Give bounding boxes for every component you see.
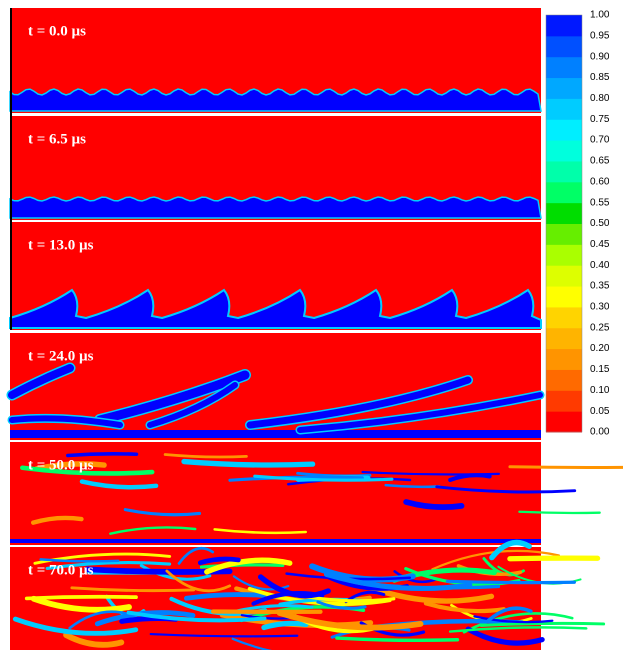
- field-streak: [447, 581, 574, 582]
- colorbar: 0.00 0.05 0.10 0.15 0.20 0.25 0.30 0.35 0.40 0.45…: [546, 10, 610, 438]
- panel: t = 24.0 µs: [10, 333, 541, 440]
- field-streak: [68, 454, 137, 456]
- time-label: t = 70.0 µs: [28, 562, 94, 578]
- colorbar-tick-label: 1.00: [590, 10, 610, 21]
- colorbar-band: [546, 78, 582, 99]
- colorbar-band: [546, 328, 582, 349]
- colorbar-tick-label: 0.20: [590, 343, 610, 354]
- field-streak: [510, 467, 623, 468]
- colorbar-band: [546, 57, 582, 78]
- colorbar-tick-label: 0.10: [590, 385, 610, 396]
- colorbar-band: [546, 224, 582, 245]
- colorbar-tick-label: 0.75: [590, 114, 610, 125]
- liquid-layer: [10, 430, 541, 438]
- colorbar-tick-label: 0.95: [590, 30, 610, 41]
- panel: t = 70.0 µs: [10, 542, 604, 650]
- colorbar-tick-label: 0.90: [590, 51, 610, 62]
- colorbar-band: [546, 182, 582, 203]
- panel: t = 13.0 µs: [10, 222, 541, 330]
- colorbar-tick-label: 0.70: [590, 135, 610, 146]
- colorbar-tick-label: 0.35: [590, 281, 610, 292]
- time-label: t = 13.0 µs: [28, 237, 94, 253]
- colorbar-band: [546, 203, 582, 224]
- colorbar-tick-label: 0.40: [590, 260, 610, 271]
- panel: t = 6.5 µs: [10, 116, 541, 220]
- colorbar-tick-label: 0.60: [590, 176, 610, 187]
- colorbar-tick-label: 0.80: [590, 93, 610, 104]
- time-label: t = 0.0 µs: [28, 23, 86, 39]
- field-streak: [27, 597, 136, 599]
- colorbar-band: [546, 244, 582, 265]
- panels: t = 0.0 µs t = 6.5 µs t = 13.0 µs t = 24.0 …: [10, 8, 623, 650]
- panel: t = 50.0 µs: [10, 442, 623, 545]
- colorbar-tick-label: 0.25: [590, 322, 610, 333]
- field-streak: [519, 512, 599, 513]
- colorbar-band: [546, 119, 582, 140]
- time-label: t = 50.0 µs: [28, 457, 94, 473]
- colorbar-tick-label: 0.55: [590, 197, 610, 208]
- colorbar-band: [546, 390, 582, 411]
- panel: t = 0.0 µs: [10, 8, 541, 113]
- colorbar-band: [546, 307, 582, 328]
- colorbar-band: [546, 349, 582, 370]
- colorbar-tick-label: 0.30: [590, 302, 610, 313]
- colorbar-band: [546, 265, 582, 286]
- colorbar-tick-label: 0.45: [590, 239, 610, 250]
- figure: t = 0.0 µs t = 6.5 µs t = 13.0 µs t = 24.0 …: [0, 0, 623, 650]
- colorbar-band: [546, 369, 582, 390]
- field-streak: [510, 558, 598, 559]
- colorbar-band: [546, 36, 582, 57]
- colorbar-tick-label: 0.65: [590, 156, 610, 167]
- colorbar-band: [546, 140, 582, 161]
- colorbar-tick-label: 0.85: [590, 72, 610, 83]
- colorbar-tick-label: 0.00: [590, 427, 610, 438]
- colorbar-band: [546, 286, 582, 307]
- colorbar-tick-label: 0.50: [590, 218, 610, 229]
- colorbar-band: [546, 15, 582, 36]
- colorbar-tick-label: 0.05: [590, 406, 610, 417]
- time-label: t = 6.5 µs: [28, 131, 86, 147]
- colorbar-band: [546, 161, 582, 182]
- liquid-layer: [10, 539, 541, 543]
- liquid-layer: [10, 197, 541, 218]
- field-streak: [481, 623, 604, 625]
- colorbar-tick-label: 0.15: [590, 364, 610, 375]
- colorbar-band: [546, 98, 582, 119]
- time-label: t = 24.0 µs: [28, 348, 94, 364]
- colorbar-band: [546, 411, 582, 432]
